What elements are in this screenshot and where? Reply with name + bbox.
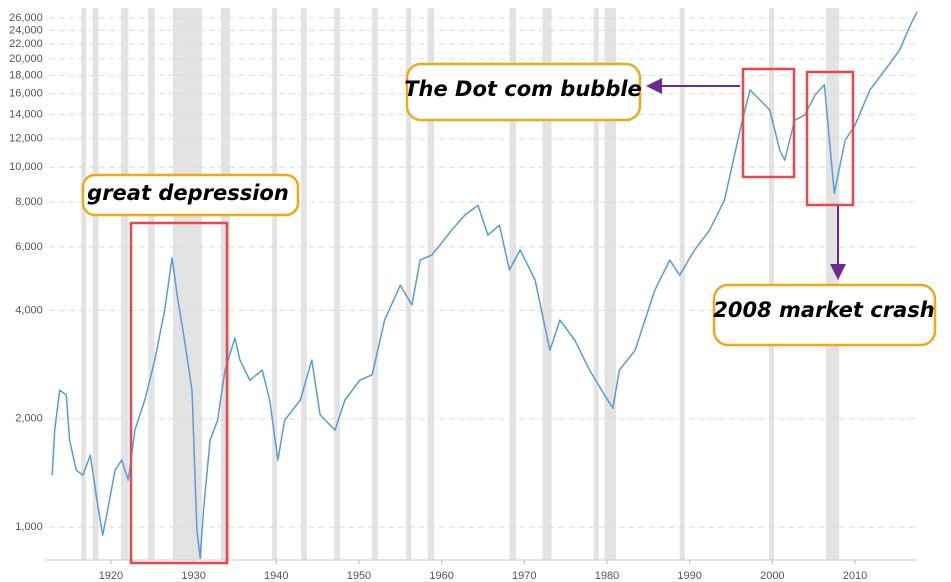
x-tick-label: 1960 (429, 570, 453, 582)
recession-band (334, 8, 340, 560)
recession-band (593, 8, 599, 560)
annotation: The Dot com bubble (404, 77, 642, 101)
recession-band (92, 8, 99, 560)
recession-band (220, 8, 230, 560)
highlight-box (805, 70, 855, 207)
x-tick-label: 1940 (264, 570, 288, 582)
x-tick-label: 1920 (99, 570, 123, 582)
recession-band (272, 8, 278, 560)
recession-band (679, 8, 685, 560)
highlight-box (741, 67, 796, 179)
y-tick-label: 16,000 (9, 88, 43, 100)
y-tick-label: 12,000 (9, 133, 43, 145)
x-tick-label: 1980 (595, 570, 619, 582)
y-tick-label: 24,000 (9, 24, 43, 36)
recession-band (120, 8, 129, 560)
x-tick-label: 1930 (181, 570, 205, 582)
y-tick-label: 20,000 (9, 53, 43, 65)
annotation-box (405, 62, 642, 122)
y-tick-label: 10,000 (9, 161, 43, 173)
annotation-box (81, 173, 300, 217)
recession-band (372, 8, 378, 560)
y-tick-label: 8,000 (15, 196, 43, 208)
highlight-box (129, 221, 229, 565)
annotation: great depression (87, 181, 289, 205)
x-tick-label: 2000 (760, 570, 784, 582)
recession-band (604, 8, 617, 560)
x-tick-label: 2010 (843, 570, 867, 582)
y-tick-label: 18,000 (9, 69, 43, 81)
annotations: The Dot com bubble great depression 2008… (81, 62, 937, 565)
recession-band (542, 8, 552, 560)
recession-band (427, 8, 435, 560)
x-tick-label: 1990 (677, 570, 701, 582)
x-tick-label: 1970 (512, 570, 536, 582)
recession-band (301, 8, 307, 560)
recession-band (81, 8, 87, 560)
recession-band (148, 8, 155, 560)
y-tick-label: 2,000 (15, 413, 43, 425)
y-tick-label: 4,000 (15, 304, 43, 316)
x-tick-label: 1950 (347, 570, 371, 582)
y-tick-label: 22,000 (9, 38, 43, 50)
y-tick-label: 14,000 (9, 109, 43, 121)
annotation-box (712, 283, 937, 347)
recession-band (406, 8, 412, 560)
y-tick-label: 26,000 (9, 12, 43, 24)
annotation: 2008 market crash (713, 298, 934, 322)
recession-band (509, 8, 517, 560)
y-tick-label: 6,000 (15, 241, 43, 253)
recession-band (172, 8, 202, 560)
price-line (51, 11, 918, 559)
y-tick-label: 1,000 (15, 521, 43, 533)
